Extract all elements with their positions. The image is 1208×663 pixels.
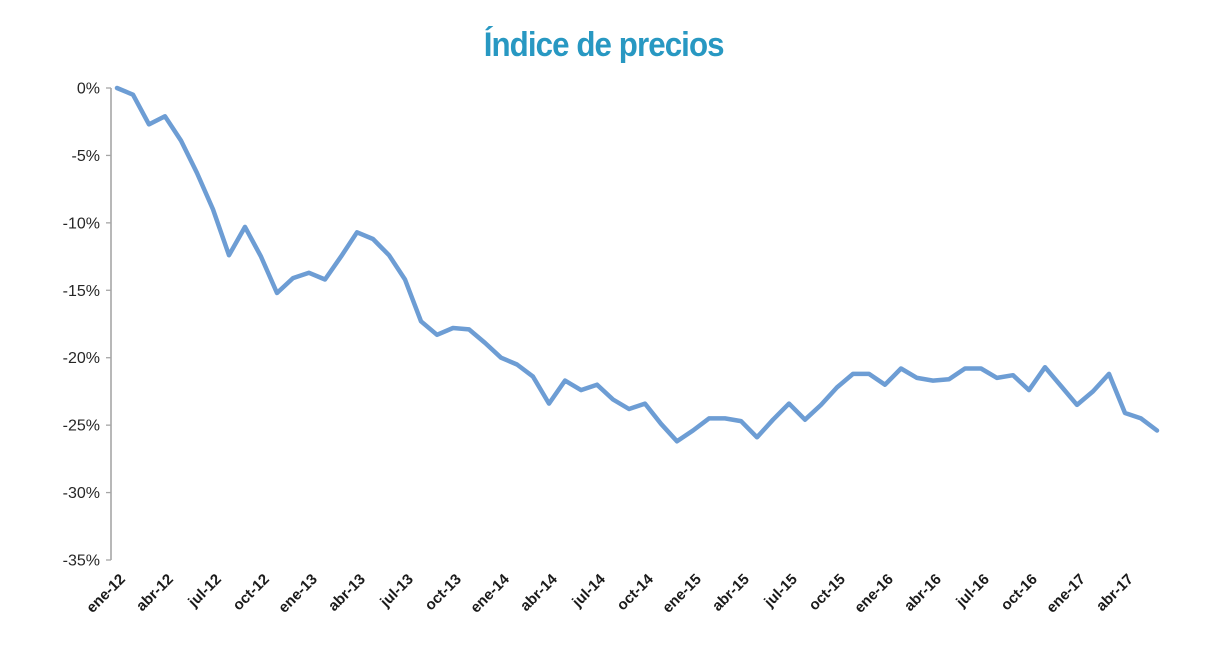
x-axis-tick-label: abr-16 [901,571,945,615]
x-axis-tick-label: ene-16 [851,571,897,617]
y-axis-tick-label: -35% [63,553,100,570]
y-axis-tick-label: -25% [63,418,100,435]
x-axis-tick-label: ene-14 [467,570,513,616]
x-axis-tick-label: abr-15 [709,571,753,615]
x-axis-tick-label: abr-17 [1093,571,1137,615]
y-axis-tick-label: -15% [63,283,100,300]
chart-title: Índice de precios [483,26,725,64]
x-axis-tick-label: oct-15 [806,571,849,614]
x-axis-tick-label: jul-13 [376,571,416,611]
x-axis-tick-label: ene-12 [83,571,129,617]
x-axis-tick-label: oct-13 [422,571,465,614]
y-axis-tick-label: 0% [77,81,100,98]
x-axis-tick-label: oct-12 [230,571,273,614]
x-axis-tick-label: oct-14 [614,570,658,614]
x-axis-tick-label: abr-12 [133,571,177,615]
y-axis-tick-label: -5% [72,148,100,165]
x-axis-tick-label: jul-16 [952,571,992,611]
x-axis-tick-label: jul-12 [184,571,224,611]
x-axis-tick-label: abr-14 [517,570,561,614]
x-axis-tick-label: jul-14 [568,570,609,611]
x-axis-tick-label: jul-15 [760,571,800,611]
y-axis-tick-label: -30% [63,485,100,502]
y-axis-tick-label: -20% [63,350,100,367]
x-axis-tick-label: ene-13 [275,571,321,617]
x-axis-tick-label: oct-16 [998,571,1041,614]
x-axis-tick-label: ene-15 [659,571,705,617]
x-axis-tick-label: ene-17 [1043,571,1089,617]
y-axis-tick-label: -10% [63,215,100,232]
price-index-line [114,85,1160,444]
x-axis-tick-label: abr-13 [325,571,369,615]
